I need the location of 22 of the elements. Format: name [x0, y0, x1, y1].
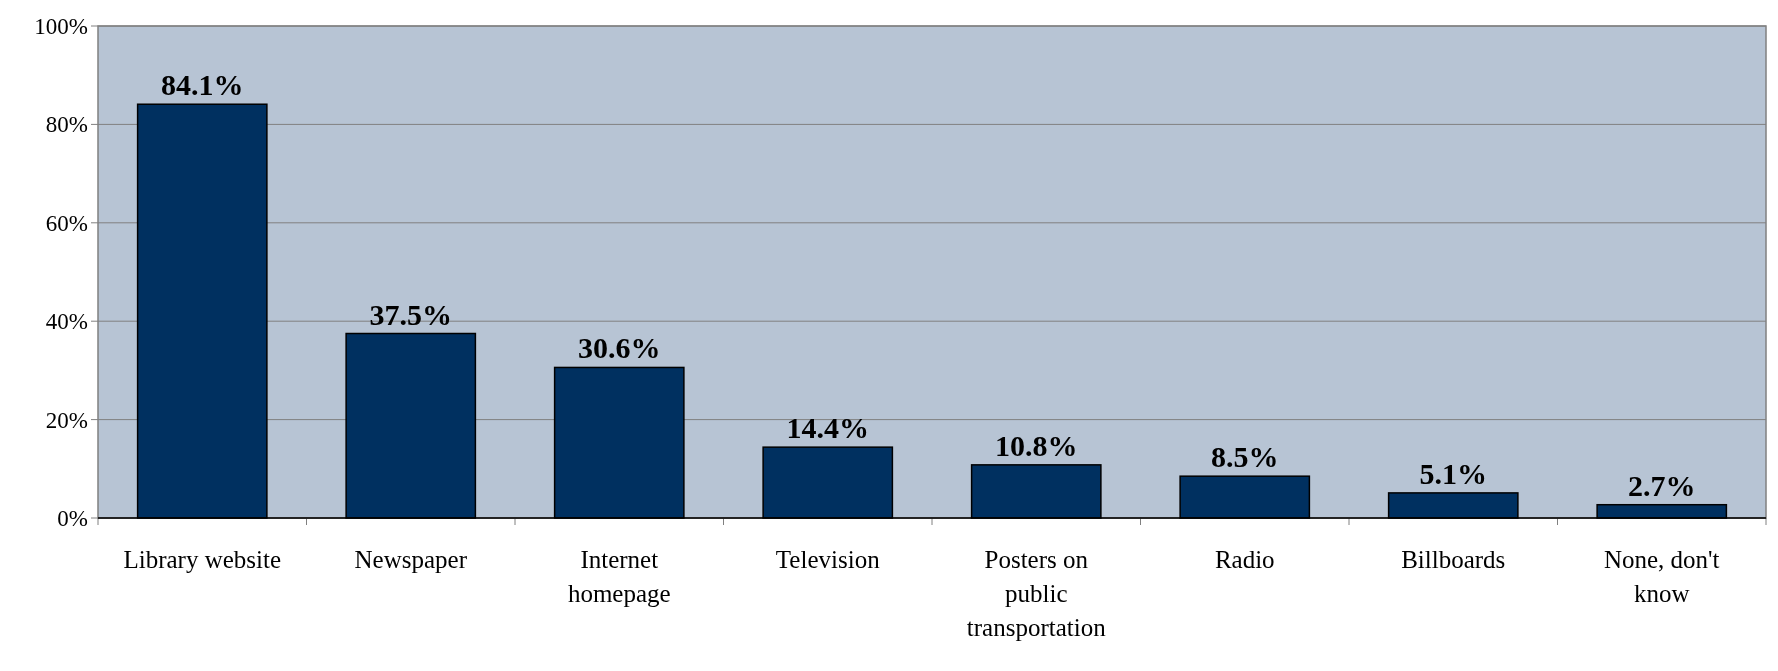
data-label: 10.8% [995, 428, 1078, 462]
y-tick-label: 60% [45, 210, 88, 236]
x-tick-label: Internet homepage [567, 546, 671, 607]
y-tick-label: 0% [57, 506, 88, 532]
data-label: 37.5% [369, 297, 452, 331]
data-label: 2.7% [1628, 468, 1696, 502]
data-label: 14.4% [786, 411, 869, 445]
x-tick-label: Television [775, 546, 881, 573]
y-tick-label: 80% [45, 112, 88, 138]
y-tick-label: 100% [34, 14, 88, 40]
x-tick-label: Radio [1214, 546, 1275, 573]
data-label: 84.1% [161, 68, 244, 102]
x-tick-label: None, don't know [1603, 546, 1720, 607]
data-label: 5.1% [1419, 456, 1487, 490]
x-tick-label: Library website [123, 546, 282, 573]
data-label: 30.6% [578, 331, 661, 365]
y-tick-label: 20% [45, 407, 88, 433]
x-tick-label: Billboards [1401, 546, 1506, 573]
y-tick-label: 40% [45, 309, 88, 335]
data-label: 8.5% [1211, 440, 1279, 474]
x-tick-label: Newspaper [354, 546, 468, 573]
x-tick-label: Posters on public transportation [966, 546, 1107, 641]
